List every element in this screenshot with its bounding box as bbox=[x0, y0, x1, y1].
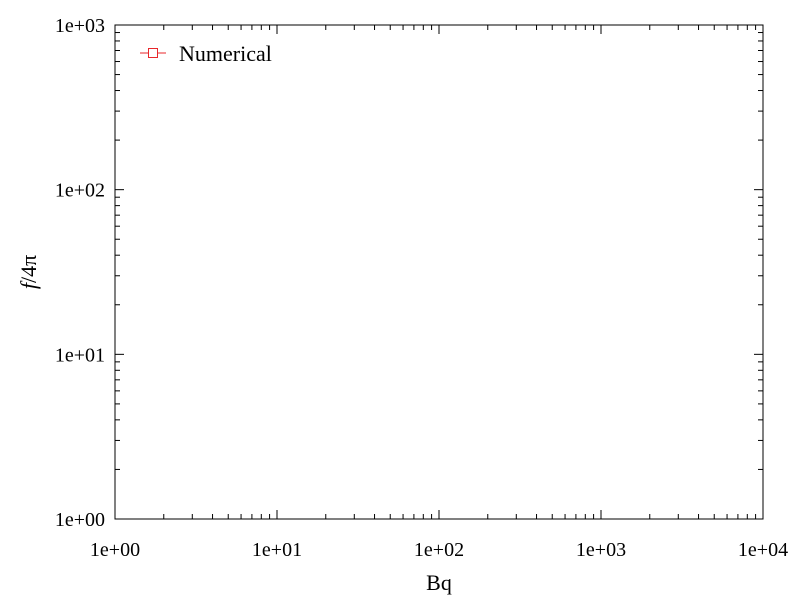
y-axis-label-rest: /4π bbox=[16, 255, 41, 283]
x-tick-label: 1e+00 bbox=[90, 539, 140, 561]
major-ticks bbox=[114, 24, 764, 520]
legend: Numerical bbox=[140, 41, 272, 66]
legend-label: Numerical bbox=[179, 41, 272, 66]
x-axis-label: Bq bbox=[426, 570, 452, 595]
legend-marker-square bbox=[148, 48, 158, 58]
y-axis-label: f/4π bbox=[16, 255, 41, 289]
y-tick-label: 1e+03 bbox=[55, 15, 105, 37]
y-tick-label: 1e+01 bbox=[55, 344, 105, 366]
x-tick-labels: 1e+00 1e+01 1e+02 1e+03 1e+04 bbox=[90, 539, 788, 561]
x-tick-label: 1e+01 bbox=[252, 539, 302, 561]
y-tick-label: 1e+02 bbox=[55, 180, 105, 202]
y-axis-label-italic: f bbox=[16, 280, 41, 289]
x-tick-label: 1e+03 bbox=[576, 539, 626, 561]
y-tick-labels: 1e+00 1e+01 1e+02 1e+03 bbox=[55, 15, 105, 531]
minor-ticks bbox=[115, 25, 763, 519]
y-tick-label: 1e+00 bbox=[55, 509, 105, 531]
x-tick-label: 1e+02 bbox=[414, 539, 464, 561]
plot-frame bbox=[114, 24, 764, 520]
x-tick-label: 1e+04 bbox=[738, 539, 788, 561]
